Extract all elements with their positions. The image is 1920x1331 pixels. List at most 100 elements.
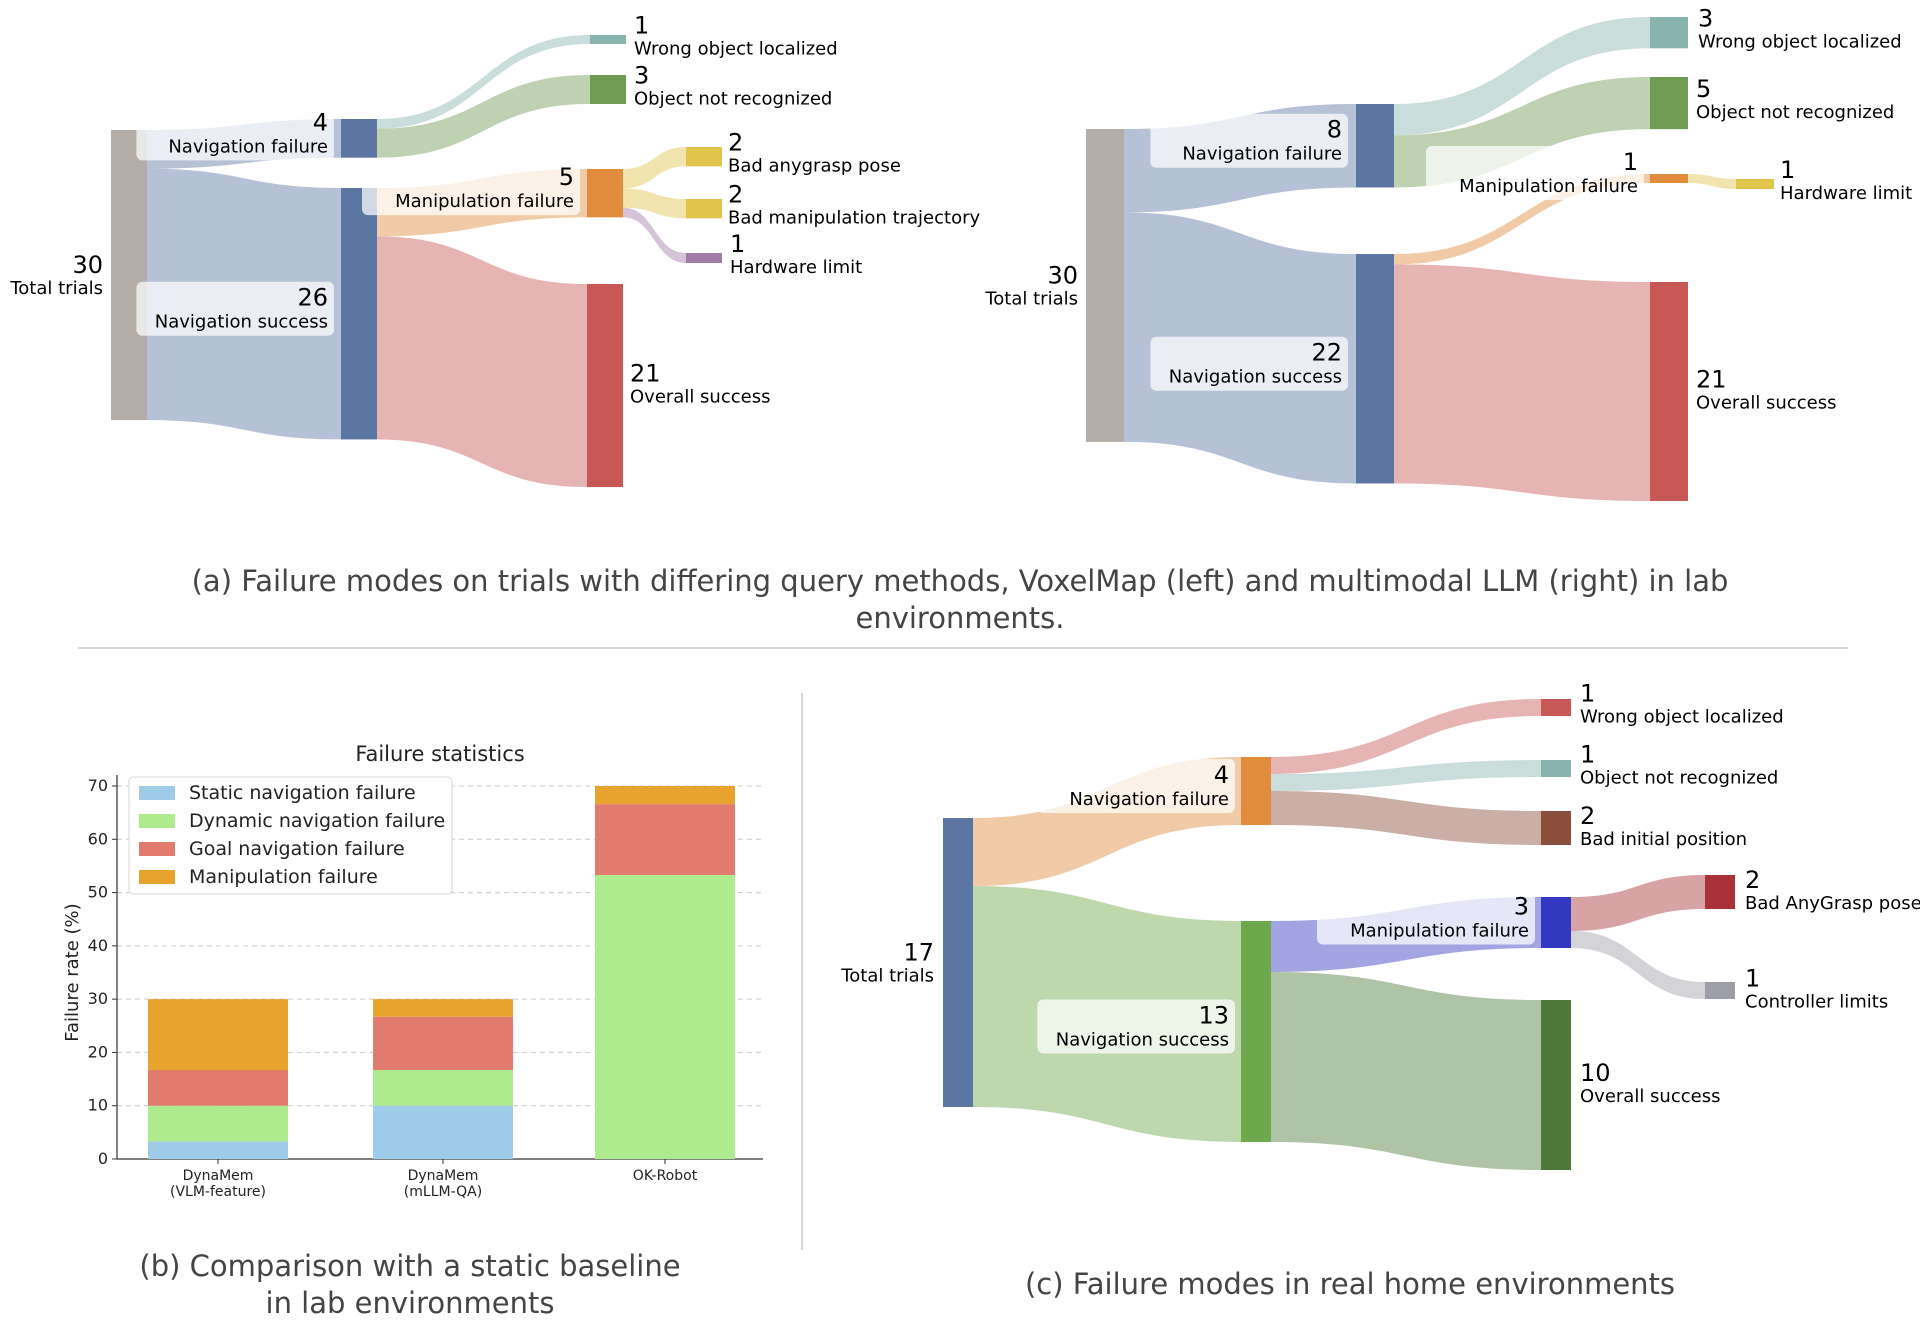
sankey-voxelmap-node-hwlimit <box>686 253 722 263</box>
sankey-home-value-navfail: 4 <box>1214 761 1229 789</box>
bar-0-1 <box>148 1105 288 1142</box>
sankey-voxelmap-value-hwlimit: 1 <box>730 230 745 258</box>
sankey-mllm-node-navfail <box>1356 104 1394 188</box>
sankey-voxelmap-link-manipfail-badtraj <box>623 188 686 219</box>
caption-b: (b) Comparison with a static baseline in… <box>120 1248 700 1322</box>
sankey-voxelmap-value-manipfail: 5 <box>559 163 574 191</box>
bar-legend: Static navigation failure Dynamic navigat… <box>128 776 453 895</box>
sankey-voxelmap-node-notrecog <box>590 75 626 105</box>
legend-label: Manipulation failure <box>189 866 378 888</box>
sankey-mllm-label-success: Overall success <box>1696 393 1836 414</box>
sankey-home-value-success: 10 <box>1580 1059 1611 1087</box>
sankey-voxelmap-value-total: 30 <box>72 251 103 279</box>
sankey-home-node-navsucc <box>1241 921 1271 1142</box>
sankey-voxelmap-label-hwlimit: Hardware limit <box>730 257 862 278</box>
sankey-home-label-navfail: Navigation failure <box>1069 789 1229 810</box>
legend-swatch <box>139 786 175 800</box>
sankey-home-value-badanygrasp: 2 <box>1745 866 1760 894</box>
sankey-home-label-success: Overall success <box>1580 1086 1720 1107</box>
bar-2-1 <box>595 874 735 1159</box>
sankey-mllm-link-navfail-wrongobj <box>1394 17 1650 136</box>
sankey-mllm-value-success: 21 <box>1696 366 1727 394</box>
sankey-home-node-manipfail <box>1541 897 1571 948</box>
sankey-mllm-value-total: 30 <box>1047 261 1078 289</box>
sankey-mllm-node-notrecog <box>1650 77 1688 130</box>
sankey-mllm-link-navsucc-success <box>1394 264 1650 502</box>
bar-1-2 <box>373 1016 513 1071</box>
sankey-mllm-labelbox-navsucc <box>1150 336 1348 391</box>
sankey-home-value-manipfail: 3 <box>1514 893 1529 921</box>
bar-2-2 <box>595 804 735 875</box>
sankey-voxelmap-value-wrongobj: 1 <box>634 12 649 40</box>
sankey-home-label-controller: Controller limits <box>1745 992 1888 1013</box>
x-tick-label: (mLLM-QA) <box>404 1184 482 1200</box>
sankey-mllm-label-navsucc: Navigation success <box>1169 367 1342 388</box>
y-tick-label: 60 <box>88 829 108 848</box>
y-tick-label: 30 <box>88 989 108 1008</box>
sankey-mllm-link-navsucc-manipfail <box>1394 174 1650 265</box>
sankey-mllm-node-hwlimit <box>1736 179 1774 189</box>
sankey-voxelmap-value-badtraj: 2 <box>728 181 743 209</box>
legend-label: Goal navigation failure <box>189 838 405 860</box>
sankey-voxelmap-label-total: Total trials <box>9 278 103 299</box>
sankey-voxelmap-label-manipfail: Manipulation failure <box>395 191 574 212</box>
sankey-home-label-wrongobj: Wrong object localized <box>1580 707 1784 728</box>
y-tick-label: 70 <box>88 776 108 795</box>
sankey-home-label-badanygrasp: Bad AnyGrasp pose <box>1745 893 1920 914</box>
y-axis-label: Failure rate (%) <box>62 903 83 1041</box>
sankey-voxelmap-node-success <box>587 284 623 488</box>
bar-1-1 <box>373 1070 513 1106</box>
x-tick-label: DynaMem <box>408 1168 479 1184</box>
sankey-voxelmap-label-navsucc: Navigation success <box>155 312 328 333</box>
legend-swatch <box>139 814 175 828</box>
x-tick-label: DynaMem <box>183 1168 254 1184</box>
bar-0-0 <box>148 1141 288 1159</box>
sankey-home-node-controller <box>1705 982 1735 999</box>
sankey-voxelmap-value-success: 21 <box>630 360 661 388</box>
sankey-voxelmap-label-wrongobj: Wrong object localized <box>634 39 838 60</box>
sankey-voxelmap-node-wrongobj <box>590 35 626 44</box>
sankey-voxelmap-node-manipfail <box>587 169 623 218</box>
sankey-home-node-badanygrasp <box>1705 875 1735 909</box>
caption-b-line2: in lab environments <box>265 1286 555 1320</box>
sankey-home-link-navfail-wrongobj <box>1271 699 1541 774</box>
sankey-mllm-node-total <box>1086 129 1124 442</box>
sankey-mllm-label-hwlimit: Hardware limit <box>1780 183 1912 204</box>
sankey-mllm-node-navsucc <box>1356 254 1394 484</box>
sankey-home-link-manipfail-badanygrasp <box>1571 875 1705 931</box>
bar-chart: Failure statistics 0 10 20 30 40 50 60 70 Failure… <box>62 742 763 1200</box>
bar-2-3 <box>595 786 735 805</box>
sankey-voxelmap-label-success: Overall success <box>630 387 770 408</box>
bar-chart-title: Failure statistics <box>355 742 524 766</box>
y-tick-label: 40 <box>88 936 108 955</box>
sankey-voxelmap-labelbox-navfail <box>136 106 334 161</box>
sankey-home-link-navfail-notrecog <box>1271 760 1541 791</box>
sankey-mllm-label-total: Total trials <box>984 288 1078 309</box>
sankey-mllm-labelbox-manipfail <box>1426 146 1644 200</box>
sankey-mllm-value-navsucc: 22 <box>1311 339 1342 367</box>
bar-1-0 <box>373 1105 513 1159</box>
sankey-home-labelbox-navfail <box>1037 759 1235 813</box>
sankey-voxelmap-node-badpose <box>686 147 722 167</box>
sankey-voxelmap-label-badpose: Bad anygrasp pose <box>728 156 901 177</box>
sankey-mllm-value-hwlimit: 1 <box>1780 156 1795 184</box>
bar-0-3 <box>148 999 288 1071</box>
sankey-mllm-value-manipfail: 1 <box>1623 148 1638 176</box>
sankey-voxelmap-node-navfail <box>341 119 377 158</box>
sankey-mllm-link-manipfail-hwlimit <box>1688 174 1736 189</box>
caption-b-line1: (b) Comparison with a static baseline <box>139 1249 681 1283</box>
sankey-home-link-navsucc-success <box>1271 972 1541 1170</box>
sankey-voxelmap-label-notrecog: Object not recognized <box>634 89 832 110</box>
sankey-mllm-value-navfail: 8 <box>1327 116 1342 144</box>
sankey-mllm-value-notrecog: 5 <box>1696 75 1711 103</box>
sankey-home-node-badinit <box>1541 811 1571 845</box>
sankey-mllm-label-notrecog: Object not recognized <box>1696 102 1894 123</box>
bar-1-3 <box>373 999 513 1017</box>
sankey-home-link-manipfail-controller <box>1571 931 1705 999</box>
